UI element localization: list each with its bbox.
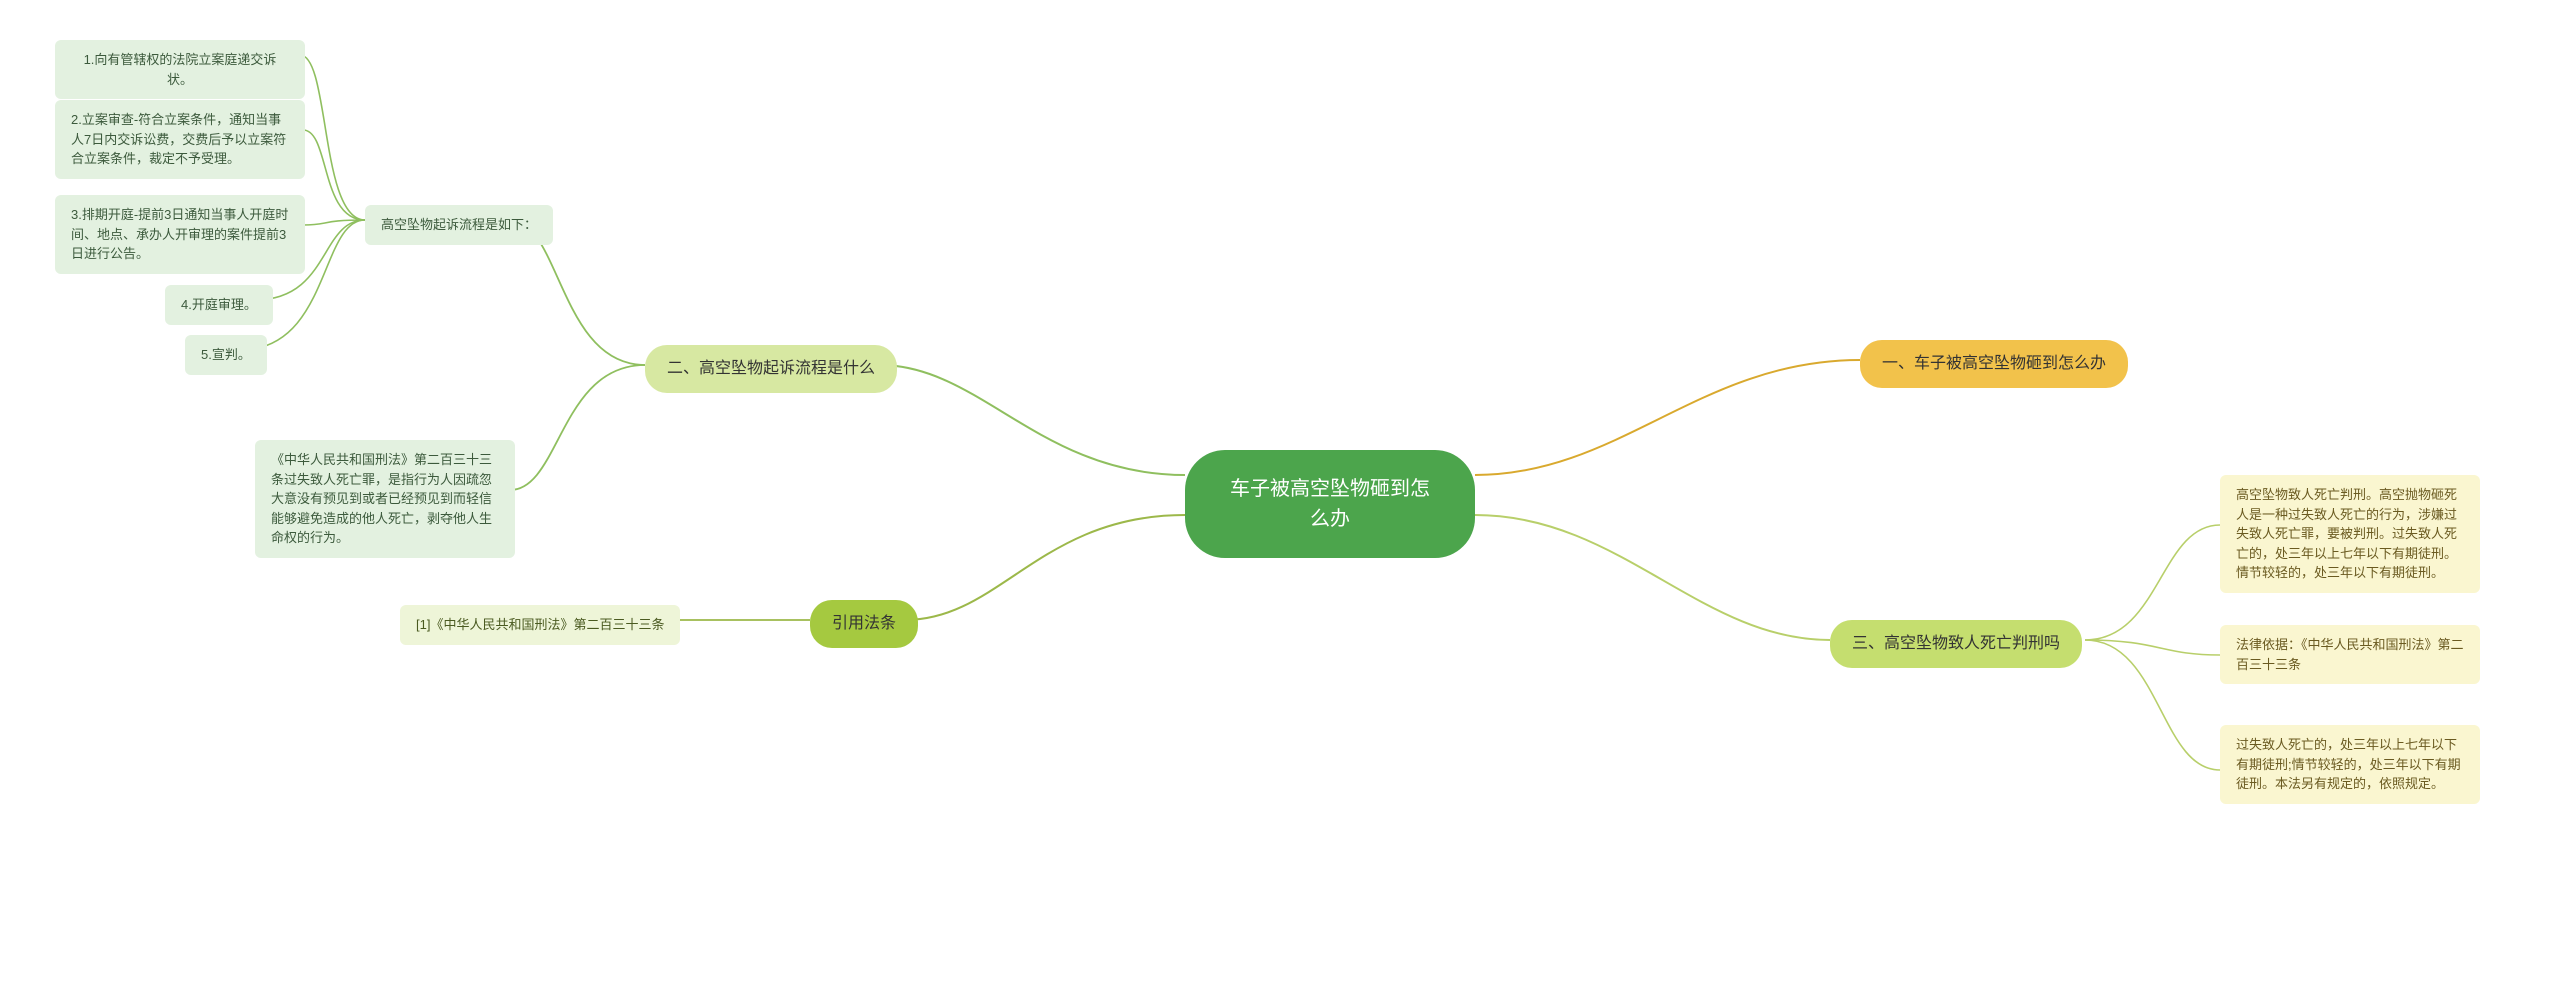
- branch-3-label: 三、高空坠物致人死亡判刑吗: [1852, 632, 2060, 656]
- branch-2-item-5[interactable]: 5.宣判。: [185, 335, 267, 375]
- branch-4-label: 引用法条: [832, 612, 896, 636]
- branch-4-item-1-text: [1]《中华人民共和国刑法》第二百三十三条: [416, 615, 664, 635]
- branch-2-item-4-text: 4.开庭审理。: [181, 295, 257, 315]
- branch-2-item-1[interactable]: 1.向有管辖权的法院立案庭递交诉状。: [55, 40, 305, 99]
- branch-2-item-2[interactable]: 2.立案审查-符合立案条件，通知当事人7日内交诉讼费，交费后予以立案符合立案条件…: [55, 100, 305, 179]
- branch-4[interactable]: 引用法条: [810, 600, 918, 648]
- branch-3-item-2[interactable]: 法律依据：《中华人民共和国刑法》第二百三十三条: [2220, 625, 2480, 684]
- branch-2-sub-label: 高空坠物起诉流程是如下：: [381, 215, 537, 235]
- branch-1[interactable]: 一、车子被高空坠物砸到怎么办: [1860, 340, 2128, 388]
- branch-3-item-3[interactable]: 过失致人死亡的，处三年以上七年以下有期徒刑;情节较轻的，处三年以下有期徒刑。本法…: [2220, 725, 2480, 804]
- branch-1-label: 一、车子被高空坠物砸到怎么办: [1882, 352, 2106, 376]
- branch-3-item-1[interactable]: 高空坠物致人死亡判刑。高空抛物砸死人是一种过失致人死亡的行为，涉嫌过失致人死亡罪…: [2220, 475, 2480, 593]
- branch-2-item-2-text: 2.立案审查-符合立案条件，通知当事人7日内交诉讼费，交费后予以立案符合立案条件…: [71, 110, 289, 169]
- branch-2-note-text: 《中华人民共和国刑法》第二百三十三条过失致人死亡罪，是指行为人因疏忽大意没有预见…: [271, 450, 499, 548]
- branch-3-item-2-text: 法律依据：《中华人民共和国刑法》第二百三十三条: [2236, 635, 2464, 674]
- branch-2-item-3[interactable]: 3.排期开庭-提前3日通知当事人开庭时间、地点、承办人开审理的案件提前3日进行公…: [55, 195, 305, 274]
- branch-3[interactable]: 三、高空坠物致人死亡判刑吗: [1830, 620, 2082, 668]
- branch-2-item-1-text: 1.向有管辖权的法院立案庭递交诉状。: [71, 50, 289, 89]
- branch-2-item-5-text: 5.宣判。: [201, 345, 251, 365]
- branch-2-item-3-text: 3.排期开庭-提前3日通知当事人开庭时间、地点、承办人开审理的案件提前3日进行公…: [71, 205, 289, 264]
- branch-2[interactable]: 二、高空坠物起诉流程是什么: [645, 345, 897, 393]
- root-node[interactable]: 车子被高空坠物砸到怎么办: [1185, 450, 1475, 558]
- branch-2-sub[interactable]: 高空坠物起诉流程是如下：: [365, 205, 553, 245]
- branch-4-item-1[interactable]: [1]《中华人民共和国刑法》第二百三十三条: [400, 605, 680, 645]
- branch-2-label: 二、高空坠物起诉流程是什么: [667, 357, 875, 381]
- branch-2-item-4[interactable]: 4.开庭审理。: [165, 285, 273, 325]
- branch-3-item-1-text: 高空坠物致人死亡判刑。高空抛物砸死人是一种过失致人死亡的行为，涉嫌过失致人死亡罪…: [2236, 485, 2464, 583]
- branch-3-item-3-text: 过失致人死亡的，处三年以上七年以下有期徒刑;情节较轻的，处三年以下有期徒刑。本法…: [2236, 735, 2464, 794]
- branch-2-note[interactable]: 《中华人民共和国刑法》第二百三十三条过失致人死亡罪，是指行为人因疏忽大意没有预见…: [255, 440, 515, 558]
- root-label: 车子被高空坠物砸到怎么办: [1225, 474, 1435, 534]
